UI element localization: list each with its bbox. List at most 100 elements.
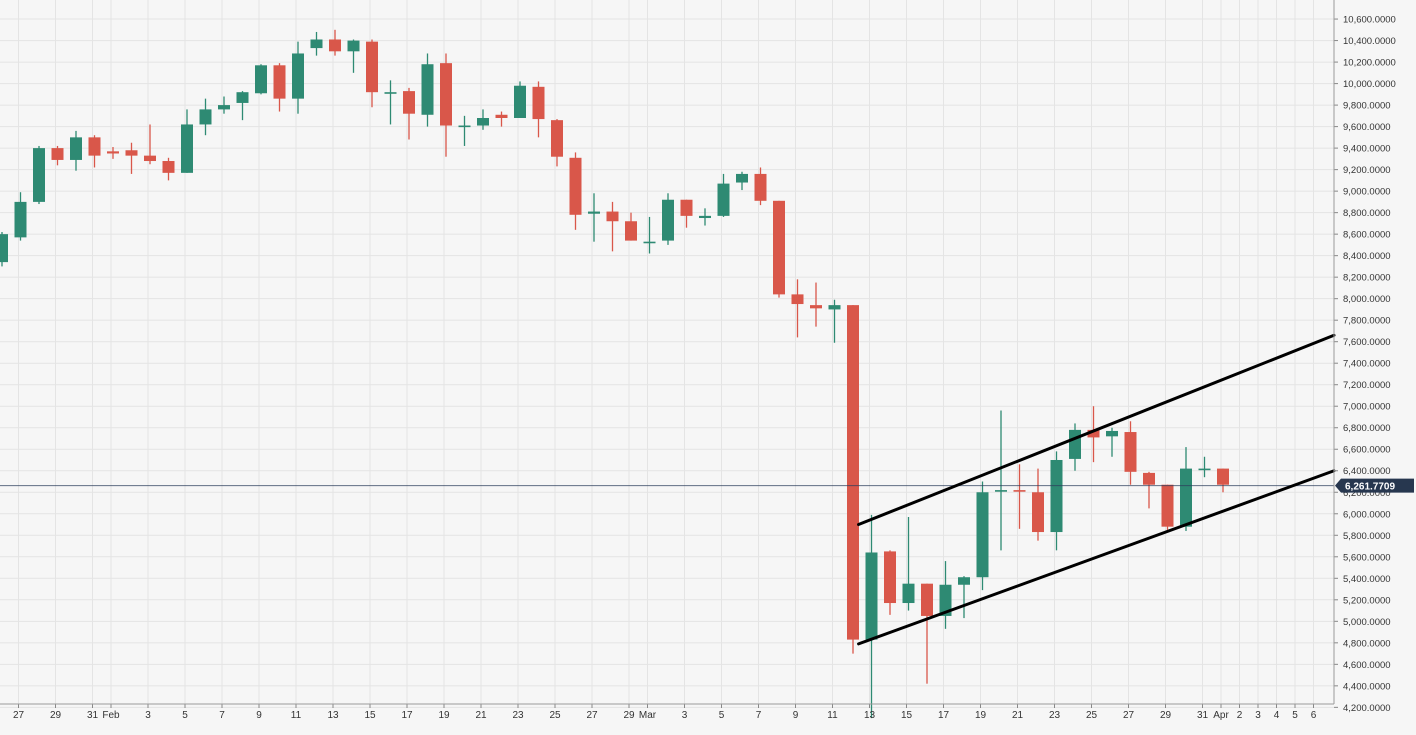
x-tick-label: 9 <box>793 710 799 721</box>
candle <box>643 216 656 254</box>
x-tick-label: 19 <box>975 710 987 721</box>
candle-body <box>440 63 452 126</box>
x-tick-label: 5 <box>719 710 725 721</box>
candle-body <box>588 211 600 214</box>
candle-body <box>70 137 82 160</box>
y-tick-label: 7,600.0000 <box>1343 337 1391 348</box>
candle-body <box>366 41 378 93</box>
candle <box>144 124 156 165</box>
candle <box>1050 451 1063 551</box>
candle <box>1143 471 1155 509</box>
candle-body <box>0 234 8 263</box>
candle-body <box>921 583 933 616</box>
candle-body <box>1050 459 1063 533</box>
x-tick-label: 9 <box>256 710 262 721</box>
candle-body <box>1069 429 1081 459</box>
candle <box>551 119 563 167</box>
candle <box>810 282 822 327</box>
x-tick-label: 31 <box>87 710 99 721</box>
candle <box>403 87 415 140</box>
x-tick-label: 3 <box>682 710 688 721</box>
x-tick-label: 2 <box>1237 710 1243 721</box>
candle-body <box>514 85 526 118</box>
y-tick-label: 5,800.0000 <box>1343 531 1391 542</box>
candle-body <box>1161 484 1174 527</box>
candle-body <box>699 215 711 219</box>
candle <box>384 80 397 125</box>
candle-body <box>1180 468 1192 527</box>
current-price-badge-bg <box>1335 478 1414 493</box>
candle <box>88 135 101 168</box>
x-tick-label: 25 <box>1086 710 1098 721</box>
candle <box>51 145 64 166</box>
y-tick-label: 6,800.0000 <box>1343 423 1391 434</box>
channel-trendline <box>857 333 1336 527</box>
candle-body <box>643 241 656 244</box>
candle-body <box>1198 468 1211 471</box>
candle-body <box>884 551 896 604</box>
x-tick-label: 17 <box>401 710 413 721</box>
candle-body <box>1013 490 1026 492</box>
candle <box>458 115 471 146</box>
candle-body <box>532 86 545 120</box>
y-tick-label: 5,400.0000 <box>1343 574 1391 585</box>
candle <box>70 130 82 171</box>
y-tick-label: 7,000.0000 <box>1343 402 1391 413</box>
y-tick-label: 6,200.0000 <box>1343 488 1391 499</box>
candle <box>847 305 859 654</box>
x-tick-label: 29 <box>623 710 635 721</box>
candle <box>33 145 45 205</box>
y-tick-label: 8,600.0000 <box>1343 230 1391 241</box>
y-tick-label: 4,800.0000 <box>1343 638 1391 649</box>
candle <box>199 98 212 136</box>
grid-layer <box>0 0 1334 708</box>
x-tick-label: 13 <box>864 710 876 721</box>
candle <box>514 81 526 118</box>
candle-body <box>1032 492 1044 533</box>
candle-body <box>810 305 822 309</box>
candle <box>14 192 27 241</box>
y-tick-label: 5,000.0000 <box>1343 617 1391 628</box>
candle-body <box>125 150 138 156</box>
candle-body <box>902 583 915 604</box>
candle-body <box>292 53 304 99</box>
candle-body <box>717 183 730 216</box>
candle-body <box>162 161 175 173</box>
x-tick-label: Feb <box>102 710 120 721</box>
candle <box>588 193 600 242</box>
channel-trendline <box>857 469 1336 646</box>
x-tick-label: 4 <box>1274 710 1280 721</box>
x-tick-label: 11 <box>291 710 302 721</box>
candle <box>569 152 582 230</box>
candle-body <box>144 155 156 162</box>
candle <box>828 299 841 343</box>
candle <box>884 550 896 615</box>
y-tick-label: 8,800.0000 <box>1343 208 1391 219</box>
candle <box>995 410 1007 551</box>
y-tick-label: 7,800.0000 <box>1343 316 1391 327</box>
candle <box>329 29 341 56</box>
candle-body <box>625 221 637 241</box>
candle <box>754 167 767 206</box>
candle-body <box>181 124 193 173</box>
candle <box>1180 447 1192 531</box>
candle <box>680 199 693 228</box>
y-tick-label: 7,400.0000 <box>1343 359 1391 370</box>
y-tick-label: 10,600.0000 <box>1343 15 1396 26</box>
candle <box>440 53 452 157</box>
candle <box>717 173 730 217</box>
candle <box>662 193 674 245</box>
candle <box>1217 468 1229 493</box>
candle <box>0 231 8 267</box>
x-tick-label: 21 <box>475 710 487 721</box>
y-tick-label: 7,200.0000 <box>1343 380 1391 391</box>
candle-body <box>403 91 415 114</box>
current-price-badge: 6,261.7709 <box>1335 478 1414 493</box>
y-tick-label: 4,600.0000 <box>1343 660 1391 671</box>
x-tick-label: 27 <box>586 710 598 721</box>
x-tick-label: 27 <box>1123 710 1135 721</box>
candle-body <box>662 199 674 241</box>
candle-body <box>1143 472 1155 485</box>
candle <box>958 576 970 619</box>
